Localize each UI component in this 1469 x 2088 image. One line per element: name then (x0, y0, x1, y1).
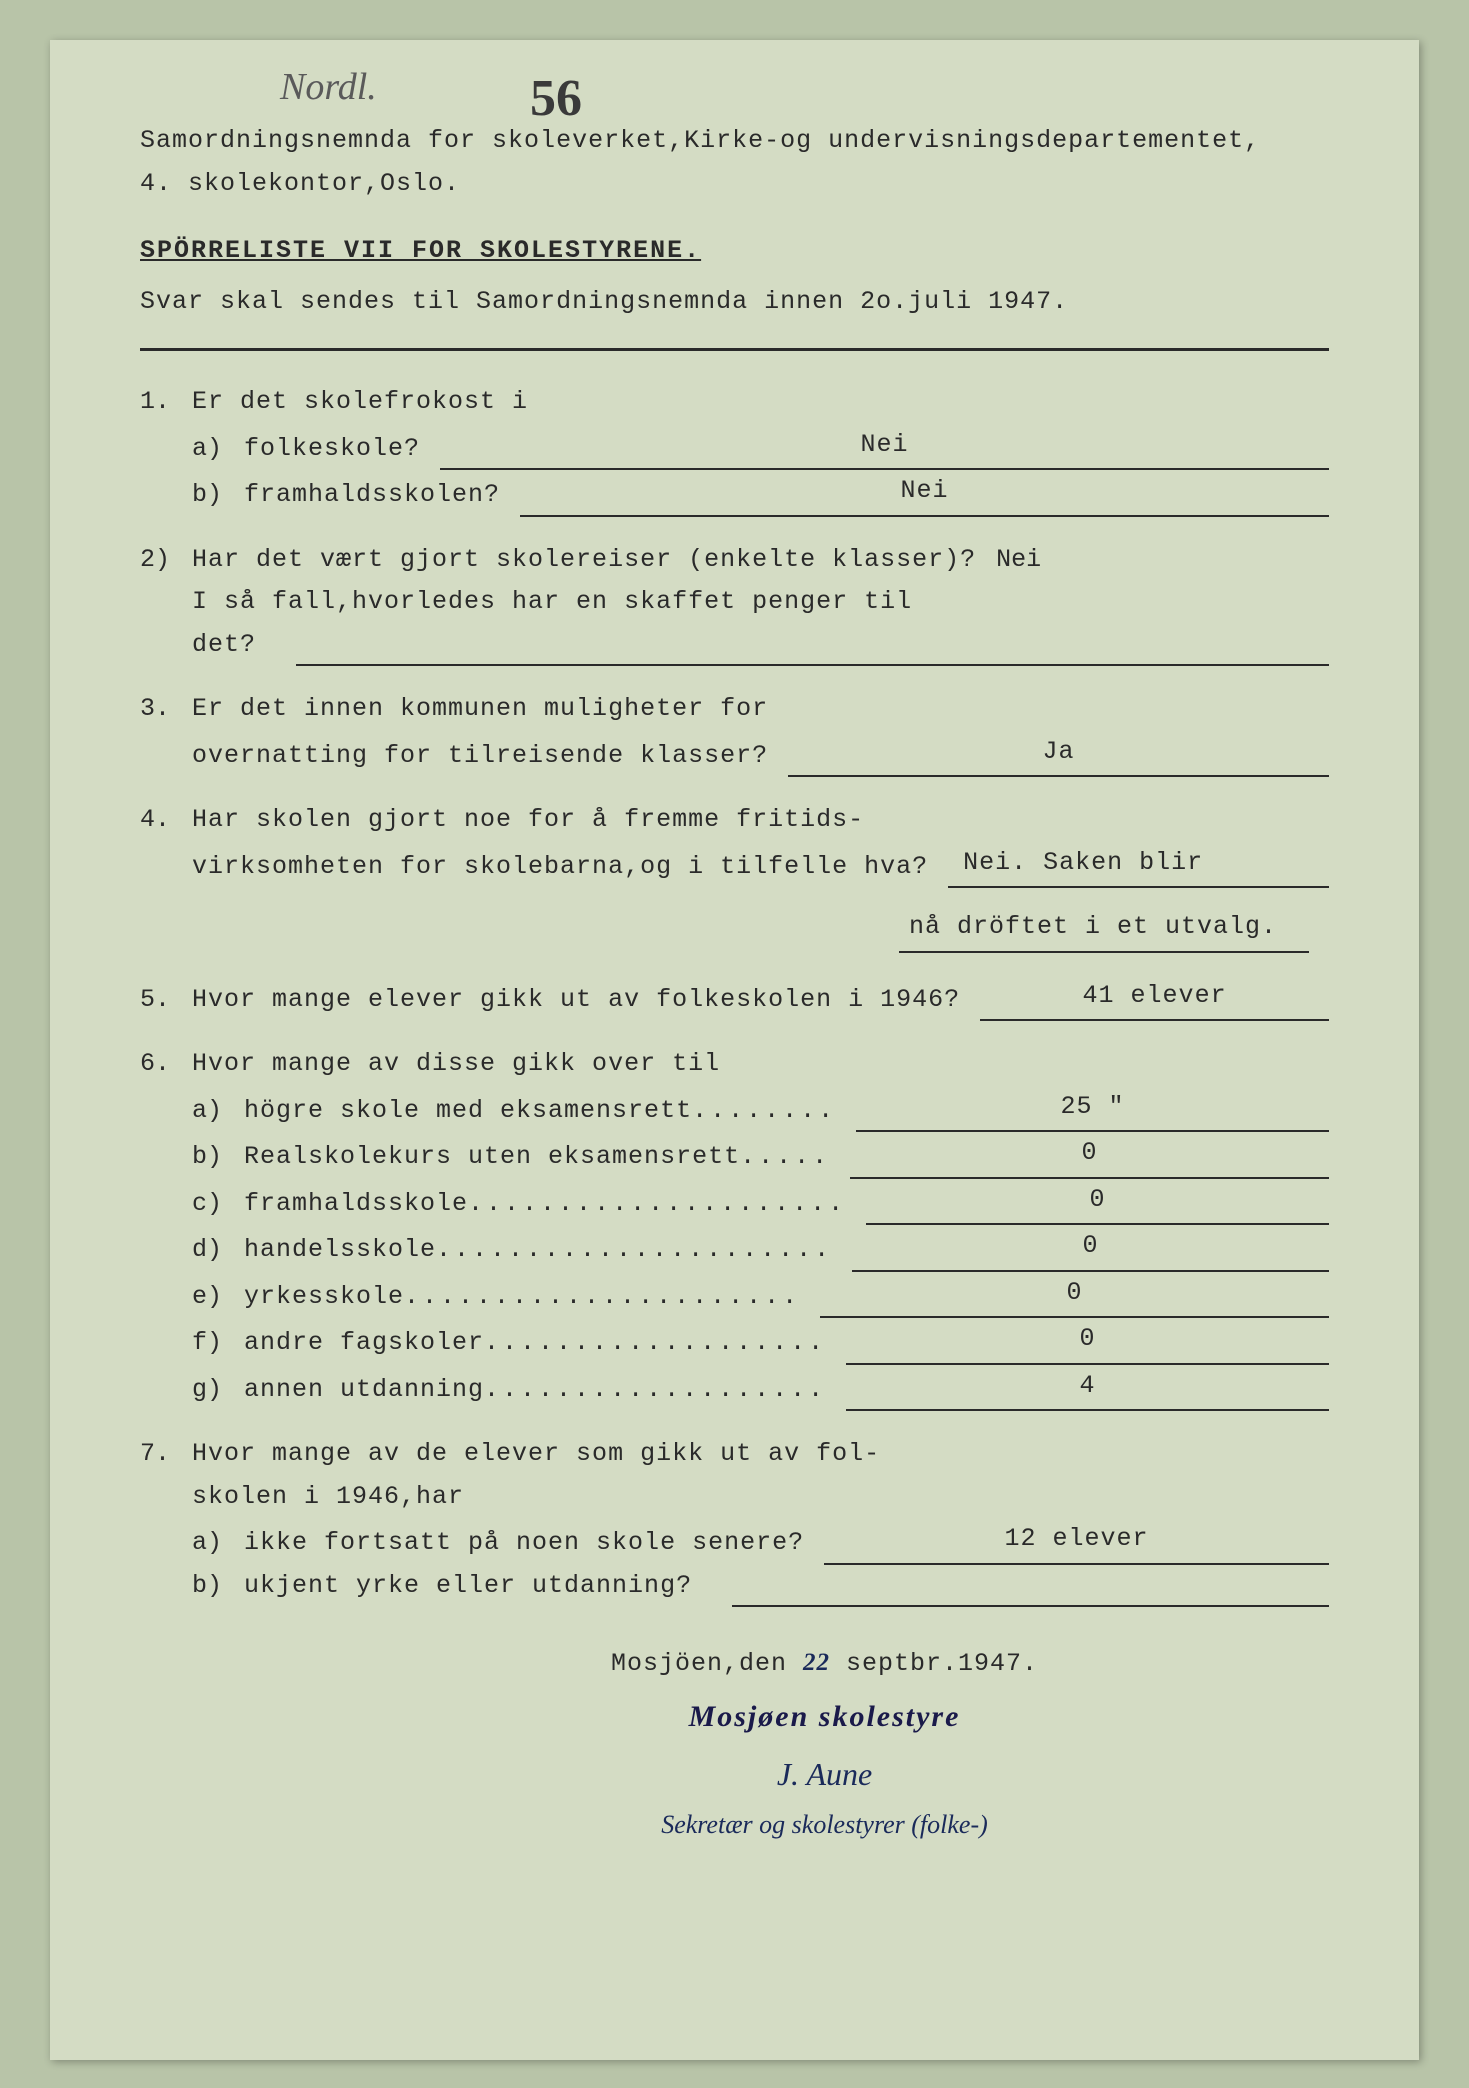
q2-text1: Har det vært gjort skolereiser (enkelte … (192, 539, 976, 582)
q6-text: Hvor mange av disse gikk over til (192, 1043, 720, 1086)
q7a-text: ikke fortsatt på noen skole senere? (244, 1522, 804, 1565)
q7b-text: ukjent yrke eller utdanning? (244, 1565, 692, 1608)
q1-number: 1. (140, 381, 192, 424)
q7b-sub: b) (192, 1565, 244, 1608)
q6-item-c: c)framhaldsskole ..................... 0 (140, 1179, 1329, 1226)
document-subtitle: Svar skal sendes til Samordningsnemnda i… (140, 281, 1329, 324)
q4-answer1: Nei. Saken blir (948, 842, 1329, 889)
q2-text3: det? (192, 624, 256, 667)
sig-date-suffix: septbr.1947. (830, 1649, 1038, 1678)
q3-text1: Er det innen kommunen muligheter for (192, 688, 768, 731)
q6-dots: ..... (740, 1136, 830, 1179)
signature-name: J. Aune (320, 1747, 1329, 1801)
q1b-answer: Nei (520, 470, 1329, 517)
sig-date-prefix: Mosjöen,den (611, 1649, 803, 1678)
question-7: 7. Hvor mange av de elever som gikk ut a… (140, 1433, 1329, 1607)
q5-text: Hvor mange elever gikk ut av folkeskolen… (192, 979, 960, 1022)
handwritten-page-number: 56 (530, 55, 582, 143)
q6-dots: ........ (692, 1090, 836, 1133)
divider-line (140, 348, 1329, 351)
q6-label: framhaldsskole (244, 1183, 468, 1226)
q2-number: 2) (140, 539, 192, 582)
q7a-sub: a) (192, 1522, 244, 1565)
q6-item-g: g)annen utdanning ................... 4 (140, 1365, 1329, 1412)
q6-sub: f) (192, 1322, 244, 1365)
q6-answer: 0 (852, 1225, 1329, 1272)
q6-answer: 0 (820, 1272, 1329, 1319)
question-3: 3. Er det innen kommunen muligheter for … (140, 688, 1329, 777)
q1a-answer: Nei (440, 424, 1329, 471)
q6-label: Realskolekurs uten eksamensrett (244, 1136, 740, 1179)
q6-dots: ...................... (436, 1229, 832, 1272)
q5-answer: 41 elever (980, 975, 1329, 1022)
q7-text2: skolen i 1946,har (192, 1476, 464, 1519)
sig-date-day: 22 (803, 1649, 830, 1676)
question-1: 1. Er det skolefrokost i a) folkeskole? … (140, 381, 1329, 517)
q6-dots: ................... (484, 1322, 826, 1365)
q2-inline-answer: Nei (996, 539, 1041, 582)
q6-sub: g) (192, 1369, 244, 1412)
handwritten-note-left: Nordl. (280, 55, 377, 120)
q6-answer: 0 (850, 1132, 1329, 1179)
document-title: SPÖRRELISTE VII FOR SKOLESTYRENE. (140, 230, 1329, 273)
q6-label: annen utdanning (244, 1369, 484, 1412)
q6-item-e: e)yrkesskole ...................... 0 (140, 1272, 1329, 1319)
question-2: 2) Har det vært gjort skolereiser (enkel… (140, 539, 1329, 667)
q4-answer2: nå dröftet i et utvalg. (899, 906, 1309, 953)
question-4: 4. Har skolen gjort noe for å fremme fri… (140, 799, 1329, 953)
q6-sub: c) (192, 1183, 244, 1226)
q2-answer-line (296, 662, 1329, 666)
q6-answer: 4 (846, 1365, 1329, 1412)
header-line-2: 4. skolekontor,Oslo. (140, 163, 1329, 206)
q4-number: 4. (140, 799, 192, 842)
q6-label: handelsskole (244, 1229, 436, 1272)
q6-answer: 0 (846, 1318, 1329, 1365)
q6-sub: b) (192, 1136, 244, 1179)
q2-text2: I så fall,hvorledes har en skaffet penge… (192, 581, 912, 624)
q7b-answer-line (732, 1603, 1329, 1607)
q7-number: 7. (140, 1433, 192, 1476)
q6-label: andre fagskoler (244, 1322, 484, 1365)
signature-org: Mosjøen skolestyre (320, 1691, 1329, 1742)
q3-number: 3. (140, 688, 192, 731)
q6-sub: e) (192, 1276, 244, 1319)
q6-sub: d) (192, 1229, 244, 1272)
q1-text: Er det skolefrokost i (192, 381, 528, 424)
question-5: 5. Hvor mange elever gikk ut av folkesko… (140, 975, 1329, 1022)
signature-date: Mosjöen,den 22 septbr.1947. (320, 1642, 1329, 1686)
q6-item-d: d)handelsskole ...................... 0 (140, 1225, 1329, 1272)
header-line-1: Samordningsnemnda for skoleverket,Kirke-… (140, 120, 1329, 163)
q6-item-a: a)högre skole med eksamensrett ........ 2… (140, 1086, 1329, 1133)
document-page: Nordl. 56 Samordningsnemnda for skolever… (50, 40, 1419, 2060)
q1a-sub: a) (192, 428, 244, 471)
q4-text2: virksomheten for skolebarna,og i tilfell… (192, 846, 928, 889)
signature-block: Mosjöen,den 22 septbr.1947. Mosjøen skol… (320, 1642, 1329, 1847)
q4-text1: Har skolen gjort noe for å fremme fritid… (192, 799, 864, 842)
q6-sub: a) (192, 1090, 244, 1133)
q5-number: 5. (140, 979, 192, 1022)
q6-label: högre skole med eksamensrett (244, 1090, 692, 1133)
q6-dots: ................... (484, 1369, 826, 1412)
q7a-answer: 12 elever (824, 1518, 1329, 1565)
q3-answer: Ja (788, 731, 1329, 778)
q6-answer: 0 (866, 1179, 1329, 1226)
q3-text2: overnatting for tilreisende klasser? (192, 735, 768, 778)
q1b-text: framhaldsskolen? (244, 474, 500, 517)
signature-title: Sekretær og skolestyrer (folke-) (320, 1803, 1329, 1847)
q6-number: 6. (140, 1043, 192, 1086)
q6-item-b: b)Realskolekurs uten eksamensrett ..... 0 (140, 1132, 1329, 1179)
q7-text1: Hvor mange av de elever som gikk ut av f… (192, 1433, 880, 1476)
q6-item-f: f)andre fagskoler ................... 0 (140, 1318, 1329, 1365)
q6-answer: 25 " (856, 1086, 1329, 1133)
q1b-sub: b) (192, 474, 244, 517)
q1a-text: folkeskole? (244, 428, 420, 471)
q6-label: yrkesskole (244, 1276, 404, 1319)
question-6: 6. Hvor mange av disse gikk over til a)h… (140, 1043, 1329, 1411)
q6-dots: ...................... (404, 1276, 800, 1319)
q6-dots: ..................... (468, 1183, 846, 1226)
